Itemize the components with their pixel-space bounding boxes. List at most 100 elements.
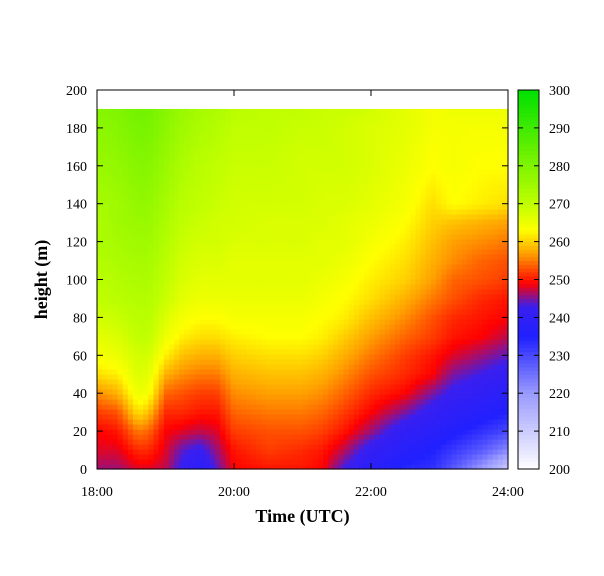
heatmap-cell [338, 383, 345, 390]
heatmap-cell [323, 163, 329, 170]
heatmap-cell [220, 378, 227, 385]
heatmap-cell [199, 328, 206, 335]
heatmap-cell [251, 243, 257, 250]
heatmap-cell [240, 233, 247, 240]
heatmap-cell [430, 173, 437, 180]
heatmap-cell [302, 459, 309, 465]
heatmap-cell [230, 258, 237, 265]
heatmap-cell [204, 228, 211, 235]
heatmap-cell [436, 293, 442, 300]
heatmap-cell [143, 288, 149, 295]
heatmap-cell [189, 398, 196, 405]
heatmap-cell [384, 398, 391, 405]
heatmap-cell [112, 158, 119, 165]
heatmap-cell [281, 193, 288, 200]
heatmap-cell [122, 218, 129, 225]
heatmap-cell [410, 158, 417, 165]
heatmap-cell [451, 313, 458, 320]
heatmap-cell [97, 348, 103, 355]
heatmap-cell [328, 283, 334, 290]
heatmap-cell [410, 328, 417, 335]
heatmap-cell [307, 223, 314, 230]
heatmap-cell [112, 439, 119, 445]
heatmap-cell [502, 248, 509, 255]
heatmap-cell [215, 303, 221, 310]
heatmap-cell [153, 434, 160, 440]
heatmap-cell [117, 333, 124, 340]
heatmap-cell [353, 378, 360, 385]
heatmap-cell [297, 268, 304, 275]
heatmap-cell [502, 348, 509, 355]
heatmap-cell [394, 208, 401, 215]
heatmap-cell [472, 213, 478, 220]
heatmap-cell [215, 273, 221, 280]
heatmap-cell [245, 258, 252, 265]
heatmap-cell [210, 353, 216, 360]
heatmap-cell [436, 454, 442, 460]
heatmap-cell [456, 348, 463, 355]
heatmap-cell [451, 203, 458, 210]
heatmap-cell [204, 449, 211, 455]
heatmap-cell [384, 183, 391, 190]
heatmap-cell [338, 178, 345, 185]
heatmap-cell [482, 323, 489, 330]
heatmap-cell [389, 373, 396, 380]
heatmap-cell [204, 439, 211, 445]
heatmap-cell [451, 323, 458, 330]
heatmap-cell [328, 238, 334, 245]
heatmap-cell [97, 439, 103, 445]
heatmap-cell [194, 358, 201, 365]
heatmap-cell [292, 318, 298, 325]
heatmap-cell [245, 293, 252, 300]
heatmap-cell [400, 268, 406, 275]
heatmap-cell [127, 418, 134, 425]
heatmap-cell [107, 303, 114, 310]
heatmap-cell [117, 153, 124, 160]
heatmap-cell [461, 233, 468, 240]
heatmap-cell [271, 393, 278, 400]
heatmap-cell [189, 253, 196, 260]
heatmap-cell [415, 173, 422, 180]
heatmap-cell [281, 303, 288, 310]
heatmap-cell [317, 363, 324, 370]
heatmap-cell [384, 178, 391, 185]
heatmap-cell [466, 198, 473, 205]
heatmap-cell [184, 193, 191, 200]
heatmap-cell [456, 343, 463, 350]
heatmap-cell [420, 338, 427, 345]
heatmap-cell [348, 368, 355, 375]
heatmap-cell [271, 223, 278, 230]
heatmap-cell [240, 178, 247, 185]
heatmap-cell [348, 328, 355, 335]
heatmap-cell [430, 238, 437, 245]
heatmap-cell [261, 449, 268, 455]
heatmap-cell [353, 318, 360, 325]
heatmap-cell [210, 313, 216, 320]
heatmap-cell [420, 253, 427, 260]
heatmap-cell [117, 198, 124, 205]
heatmap-cell [179, 278, 185, 285]
heatmap-cell [127, 258, 134, 265]
heatmap-cell [353, 188, 360, 195]
heatmap-cell [394, 273, 401, 280]
heatmap-cell [163, 413, 170, 420]
heatmap-cell [235, 188, 242, 195]
heatmap-cell [323, 178, 329, 185]
heatmap-cell [245, 283, 252, 290]
heatmap-cell [338, 393, 345, 400]
heatmap-cell [425, 323, 432, 330]
heatmap-cell [492, 173, 499, 180]
heatmap-cell [415, 358, 422, 365]
heatmap-cell [374, 423, 381, 430]
heatmap-cell [122, 173, 129, 180]
heatmap-cell [276, 388, 283, 395]
heatmap-cell [338, 248, 345, 255]
heatmap-cell [384, 388, 391, 395]
heatmap-cell [446, 208, 453, 215]
heatmap-cell [374, 223, 381, 230]
heatmap-cell [389, 298, 396, 305]
heatmap-cell [163, 454, 170, 460]
heatmap-cell [210, 283, 216, 290]
heatmap-cell [132, 444, 139, 450]
heatmap-cell [405, 288, 411, 295]
